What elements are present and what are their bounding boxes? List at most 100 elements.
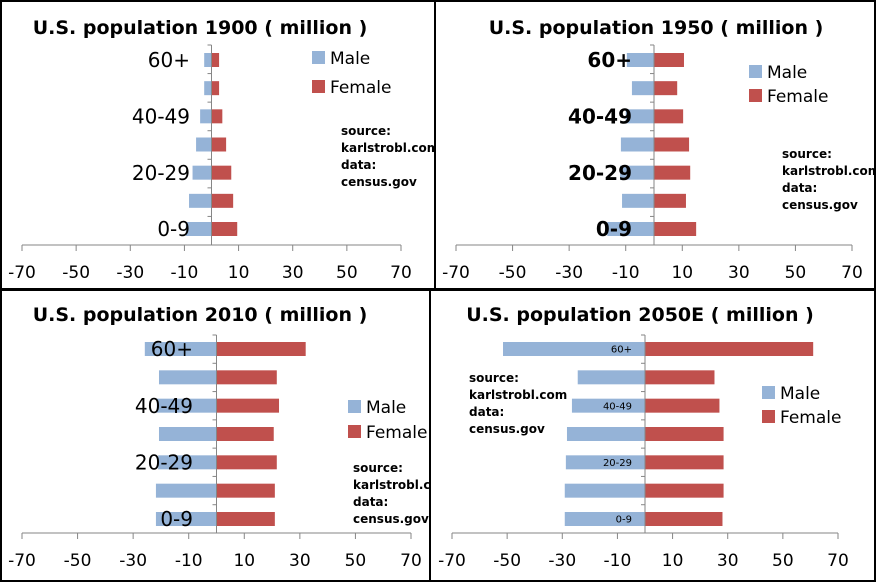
bar-male bbox=[503, 342, 645, 356]
legend-label-female: Female bbox=[767, 87, 828, 107]
value-tick-label: -30 bbox=[116, 263, 144, 283]
bar-female bbox=[211, 193, 234, 208]
category-label: 20-29 bbox=[568, 161, 632, 185]
source-note: data: bbox=[782, 181, 817, 195]
legend-swatch-female bbox=[348, 425, 361, 438]
chart-panel-3: U.S. population 2050E ( million ) 0-9 20-2… bbox=[429, 289, 876, 582]
source-note: karlstrobl.com bbox=[782, 164, 876, 178]
value-tick-label: -30 bbox=[555, 263, 583, 283]
chart-title: U.S. population 2050E ( million ) bbox=[466, 304, 814, 326]
source-note: karlstrobl.co bbox=[353, 478, 439, 492]
source-note: data: bbox=[341, 158, 376, 172]
legend-swatch-male bbox=[312, 51, 325, 64]
bar-male bbox=[566, 427, 645, 441]
legend-swatch-female bbox=[749, 89, 762, 102]
bar-female bbox=[645, 512, 723, 526]
bar-male bbox=[158, 455, 217, 470]
bar-female bbox=[645, 398, 720, 413]
bar-male bbox=[144, 342, 217, 356]
value-tick-label: -70 bbox=[8, 263, 36, 283]
value-tick-label: 10 bbox=[228, 263, 250, 283]
bar-female bbox=[654, 81, 678, 96]
source-note: data: bbox=[353, 495, 388, 509]
source-note: census.gov bbox=[782, 198, 858, 212]
category-label: 60+ bbox=[148, 48, 190, 72]
value-tick-label: 30 bbox=[728, 263, 750, 283]
value-tick-label: 50 bbox=[345, 551, 367, 571]
bar-male bbox=[620, 137, 654, 152]
category-label: 0-9 bbox=[157, 217, 190, 241]
bar-female bbox=[654, 53, 684, 67]
bar-female bbox=[654, 222, 697, 236]
bar-female bbox=[654, 137, 690, 152]
legend-label-male: Male bbox=[330, 49, 370, 69]
bar-male bbox=[155, 483, 217, 498]
category-label: 20-29 bbox=[132, 161, 190, 185]
bar-female bbox=[645, 455, 724, 470]
bar-male bbox=[625, 109, 654, 124]
legend-label-female: Female bbox=[330, 78, 391, 98]
bar-female bbox=[654, 165, 691, 180]
legend-label-male: Male bbox=[780, 384, 820, 404]
value-tick-label: 70 bbox=[400, 551, 422, 571]
category-label: 40-49 bbox=[603, 401, 632, 412]
source-note: source: bbox=[469, 371, 519, 385]
bar-male bbox=[204, 53, 212, 67]
bar-female bbox=[211, 81, 220, 96]
value-tick-label: 70 bbox=[841, 263, 863, 283]
legend-label-male: Male bbox=[767, 63, 807, 83]
legend-swatch-female bbox=[312, 80, 325, 93]
value-tick-label: 50 bbox=[336, 263, 358, 283]
value-tick-label: -30 bbox=[548, 551, 576, 571]
bar-female bbox=[216, 342, 306, 356]
legend-swatch-male bbox=[348, 400, 361, 413]
bar-female bbox=[216, 398, 280, 413]
source-note: data: bbox=[469, 405, 504, 419]
value-tick-label: -10 bbox=[612, 263, 640, 283]
category-label: 0-9 bbox=[160, 507, 193, 531]
bar-male bbox=[564, 512, 645, 526]
value-tick-label: -10 bbox=[175, 551, 203, 571]
value-tick-label: 30 bbox=[282, 263, 304, 283]
bar-female bbox=[211, 109, 223, 124]
bar-female bbox=[216, 427, 274, 441]
bar-female bbox=[654, 109, 684, 124]
value-tick-label: -50 bbox=[62, 263, 90, 283]
bar-female bbox=[645, 370, 715, 385]
value-tick-label: 70 bbox=[390, 263, 412, 283]
bar-male bbox=[192, 165, 212, 180]
value-tick-label: -50 bbox=[64, 551, 92, 571]
category-label: 0-9 bbox=[596, 217, 632, 241]
bar-male bbox=[631, 81, 654, 96]
value-tick-label: -50 bbox=[499, 263, 527, 283]
legend-label-male: Male bbox=[366, 398, 406, 418]
legend-swatch-female bbox=[762, 410, 775, 423]
bar-male bbox=[622, 193, 654, 208]
bar-male bbox=[626, 53, 654, 67]
legend-swatch-male bbox=[749, 65, 762, 78]
bar-male bbox=[196, 137, 212, 152]
category-label: 60+ bbox=[611, 345, 632, 356]
bar-female bbox=[216, 512, 275, 526]
bar-female bbox=[645, 427, 724, 441]
value-tick-label: 10 bbox=[671, 263, 693, 283]
bar-female bbox=[211, 137, 227, 152]
bar-male bbox=[204, 81, 212, 96]
bar-female bbox=[645, 483, 724, 498]
bar-male bbox=[185, 222, 212, 236]
value-tick-label: 50 bbox=[785, 263, 807, 283]
bar-male bbox=[156, 398, 217, 413]
bar-male bbox=[155, 512, 217, 526]
chart-panel-0: U.S. population 1900 ( million ) 0-9 20-29… bbox=[0, 0, 439, 290]
source-note: census.gov bbox=[341, 175, 417, 189]
source-note: karlstrobl.com bbox=[341, 141, 439, 155]
bar-male bbox=[620, 165, 654, 180]
source-note: karlstrobl.com bbox=[469, 388, 567, 402]
value-tick-label: 10 bbox=[233, 551, 255, 571]
value-tick-label: -70 bbox=[442, 263, 470, 283]
source-note: source: bbox=[782, 147, 832, 161]
bar-male bbox=[200, 109, 212, 124]
legend-label-female: Female bbox=[780, 408, 841, 428]
chart-panel-1: U.S. population 1950 ( million ) 0-9 20-29… bbox=[434, 0, 876, 290]
